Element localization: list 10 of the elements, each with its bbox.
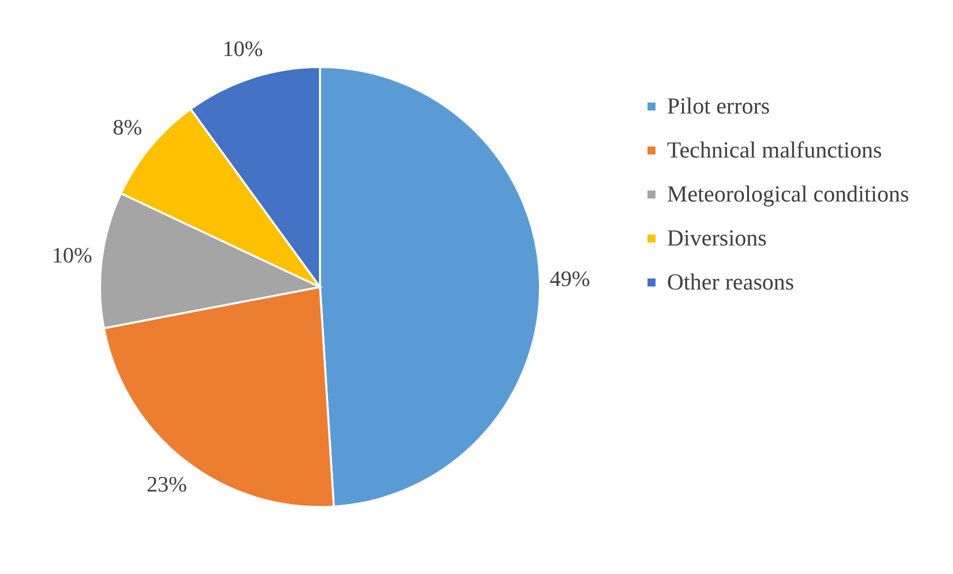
data-label: 10% (222, 36, 263, 62)
legend-label: Other reasons (667, 270, 794, 294)
data-label: 49% (550, 266, 590, 292)
data-label: 23% (146, 472, 187, 497)
legend-label: Technical malfunctions (667, 138, 882, 162)
legend-label: Diversions (667, 226, 767, 250)
legend-label: Pilot errors (667, 94, 770, 118)
legend-label: Meteorological conditions (667, 182, 910, 206)
data-label: 10% (52, 242, 92, 268)
data-label: 8% (112, 114, 142, 140)
